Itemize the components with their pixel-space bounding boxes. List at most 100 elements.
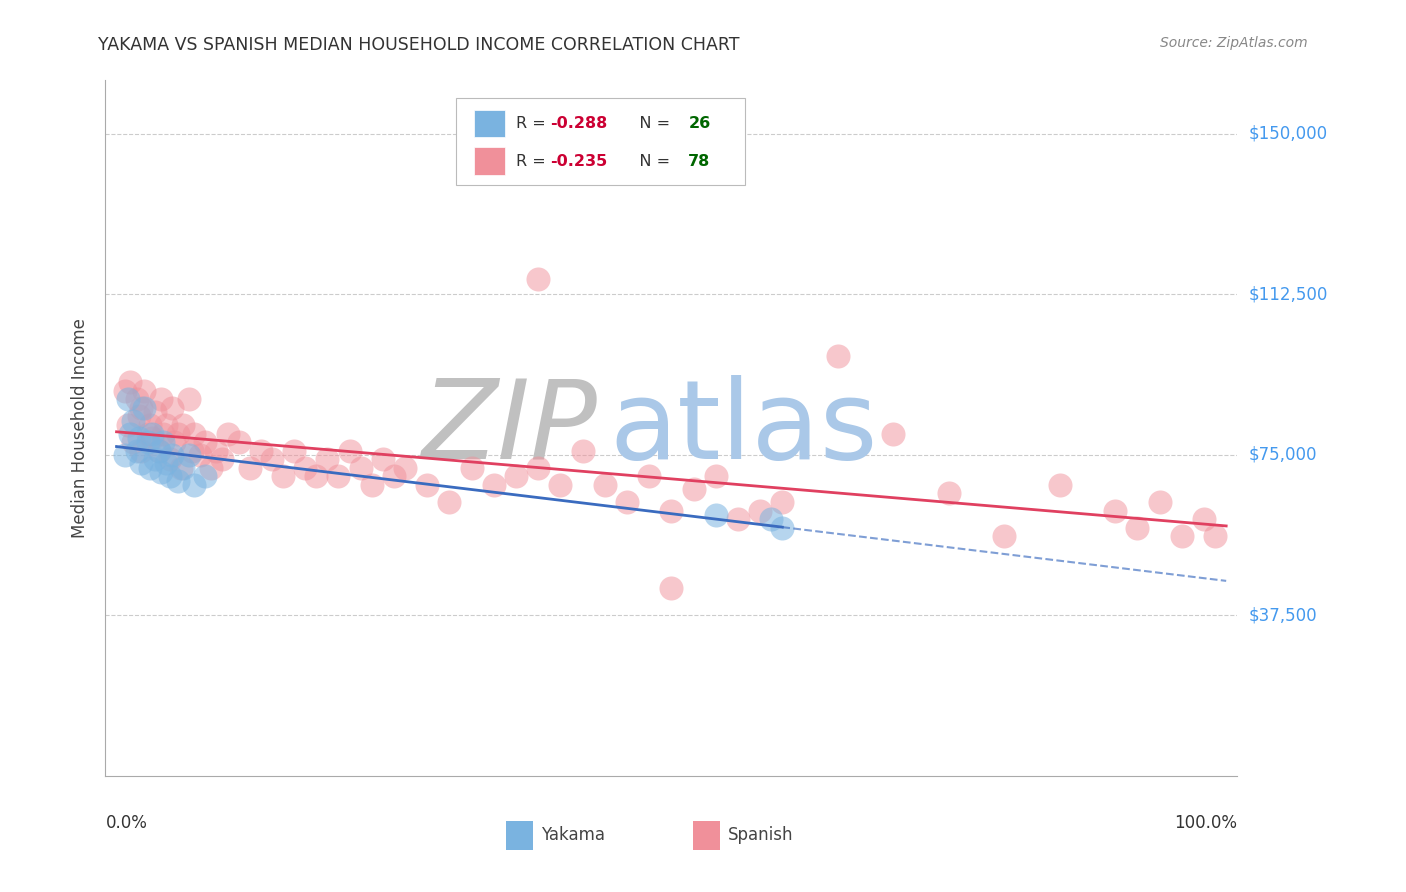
Point (166, 426, 188, 441)
Point (177, 448, 200, 462)
Point (770, 495, 793, 509)
Point (249, 443, 271, 458)
Text: Source: ZipAtlas.com: Source: ZipAtlas.com (1160, 36, 1308, 50)
Text: R =: R = (516, 116, 551, 131)
Point (659, 581, 682, 595)
Text: Yakama: Yakama (541, 826, 605, 844)
Point (194, 435, 217, 450)
Point (163, 435, 186, 450)
Point (172, 460, 194, 475)
Point (136, 435, 159, 450)
Point (527, 460, 550, 475)
Point (159, 469, 181, 483)
Text: $37,500: $37,500 (1249, 607, 1317, 624)
Point (228, 435, 250, 450)
Point (148, 443, 170, 458)
Point (129, 443, 152, 458)
Point (1049, 478, 1071, 492)
Point (136, 426, 159, 441)
Point (416, 478, 439, 492)
Point (482, 478, 505, 492)
Point (114, 448, 136, 462)
Point (139, 460, 162, 475)
Point (239, 460, 262, 475)
Text: R =: R = (516, 153, 551, 169)
Point (152, 435, 174, 450)
Point (827, 350, 849, 364)
FancyBboxPatch shape (693, 821, 720, 850)
FancyBboxPatch shape (506, 821, 533, 850)
Point (118, 426, 141, 441)
Point (188, 448, 211, 462)
Point (148, 443, 170, 458)
Point (593, 478, 616, 492)
Point (129, 457, 152, 471)
Point (283, 443, 305, 458)
Point (129, 401, 152, 415)
Point (114, 384, 136, 398)
Point (460, 460, 482, 475)
Point (882, 426, 904, 441)
Point (328, 469, 350, 483)
Point (704, 469, 727, 483)
FancyBboxPatch shape (474, 110, 505, 137)
Point (339, 443, 361, 458)
Point (761, 512, 783, 526)
Point (128, 409, 150, 424)
Point (294, 460, 316, 475)
Point (194, 469, 217, 483)
Text: $112,500: $112,500 (1249, 285, 1327, 303)
Text: 0.0%: 0.0% (105, 814, 148, 832)
Point (360, 478, 382, 492)
Point (117, 417, 139, 432)
FancyBboxPatch shape (457, 98, 745, 185)
Point (350, 460, 373, 475)
Text: $150,000: $150,000 (1249, 125, 1327, 143)
Point (200, 460, 222, 475)
Point (125, 392, 148, 407)
Point (305, 469, 328, 483)
Text: YAKAMA VS SPANISH MEDIAN HOUSEHOLD INCOME CORRELATION CHART: YAKAMA VS SPANISH MEDIAN HOUSEHOLD INCOM… (98, 36, 740, 54)
Point (1126, 521, 1149, 535)
Point (394, 460, 416, 475)
Point (704, 508, 727, 522)
Point (145, 405, 167, 419)
Point (260, 452, 283, 467)
Point (638, 469, 661, 483)
Point (181, 443, 204, 458)
Point (118, 375, 141, 389)
Text: ZIP: ZIP (422, 375, 598, 482)
Point (550, 478, 572, 492)
Point (159, 452, 181, 467)
Text: Spanish: Spanish (728, 826, 793, 844)
Point (183, 478, 205, 492)
Point (160, 401, 183, 415)
Point (145, 452, 167, 467)
Point (141, 431, 163, 445)
Point (128, 431, 150, 445)
Point (505, 469, 527, 483)
Point (1204, 529, 1226, 543)
Point (155, 417, 177, 432)
Text: 100.0%: 100.0% (1174, 814, 1237, 832)
Text: -0.288: -0.288 (550, 116, 607, 131)
Point (211, 452, 233, 467)
Point (659, 503, 682, 517)
Point (205, 443, 228, 458)
Point (166, 474, 188, 488)
Text: 78: 78 (689, 153, 710, 169)
Point (770, 521, 793, 535)
Point (749, 503, 772, 517)
Point (134, 384, 156, 398)
Text: -0.235: -0.235 (550, 153, 607, 169)
Point (183, 426, 205, 441)
Point (141, 426, 163, 441)
Point (616, 495, 638, 509)
Text: 26: 26 (689, 116, 710, 131)
Point (117, 392, 139, 407)
Point (571, 443, 593, 458)
Point (217, 426, 239, 441)
Point (170, 460, 193, 475)
Y-axis label: Median Household Income: Median Household Income (72, 318, 90, 538)
Point (139, 417, 162, 432)
